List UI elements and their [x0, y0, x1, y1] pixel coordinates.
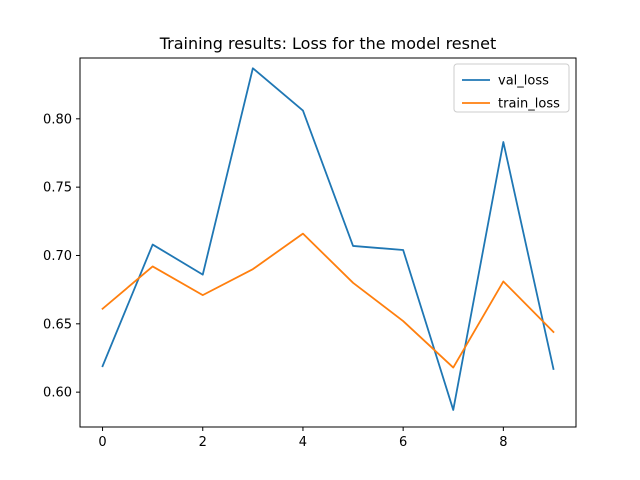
legend: val_loss train_loss	[453, 63, 570, 113]
plot-lines	[101, 67, 555, 411]
x-tick-label: 0	[98, 435, 106, 450]
x-tick-label: 4	[299, 435, 307, 450]
axes-ticks: 0 2 4 6 8 0.60 0.65 0.70 0.75 0.80	[43, 112, 507, 450]
y-tick-label: 0.75	[43, 181, 72, 196]
series-line-train-loss	[101, 232, 555, 369]
legend-label-val-loss: val_loss	[498, 74, 549, 89]
series-line-val-loss	[101, 67, 555, 411]
y-tick-label: 0.80	[43, 112, 72, 127]
y-tick-label: 0.60	[43, 386, 72, 401]
legend-box	[453, 63, 570, 113]
y-tick-label: 0.65	[43, 317, 72, 332]
plot-frame	[79, 57, 577, 428]
y-tick-label: 0.70	[43, 249, 72, 264]
legend-label-train-loss: train_loss	[498, 97, 560, 112]
x-tick-label: 8	[499, 435, 507, 450]
x-tick-label: 2	[199, 435, 207, 450]
x-tick-label: 6	[399, 435, 407, 450]
chart-title: Training results: Loss for the model res…	[159, 34, 496, 53]
